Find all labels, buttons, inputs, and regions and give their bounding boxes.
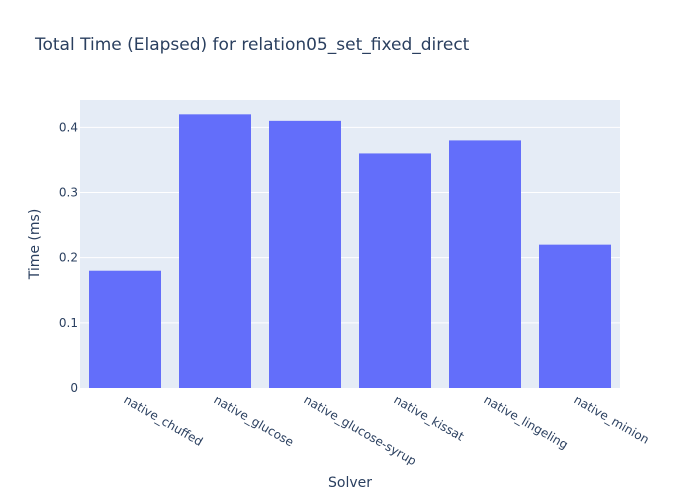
x-tick-label: native_lingeling [482,392,571,451]
bar-native_chuffed[interactable] [89,270,161,388]
bars [89,114,611,388]
x-axis-label: Solver [328,475,372,491]
bar-native_kissat[interactable] [359,153,431,388]
x-axis-ticks: native_chuffed native_glucose native_gluco… [122,392,652,468]
bar-native_lingeling[interactable] [449,140,521,388]
chart-title: Total Time (Elapsed) for relation05_set_… [34,35,470,55]
y-tick-label: 0.1 [59,316,78,330]
bar-native_glucose[interactable] [179,114,251,388]
y-axis-label: Time (ms) [27,209,43,281]
y-tick-label: 0.2 [59,251,78,265]
y-tick-label: 0.4 [59,120,78,134]
x-tick-label: native_chuffed [122,392,206,448]
plot-area [80,100,620,388]
y-tick-label: 0.3 [59,186,78,200]
gridlines [80,126,620,324]
y-tick-label: 0 [70,381,78,395]
y-axis-ticks: 0 0.1 0.2 0.3 0.4 [59,120,78,395]
x-tick-label: native_kissat [392,392,467,443]
bar-native_minion[interactable] [539,244,611,388]
x-tick-label: native_glucose [212,392,297,449]
x-tick-label: native_minion [572,392,652,446]
bar-native_glucose-syrup[interactable] [269,120,341,388]
